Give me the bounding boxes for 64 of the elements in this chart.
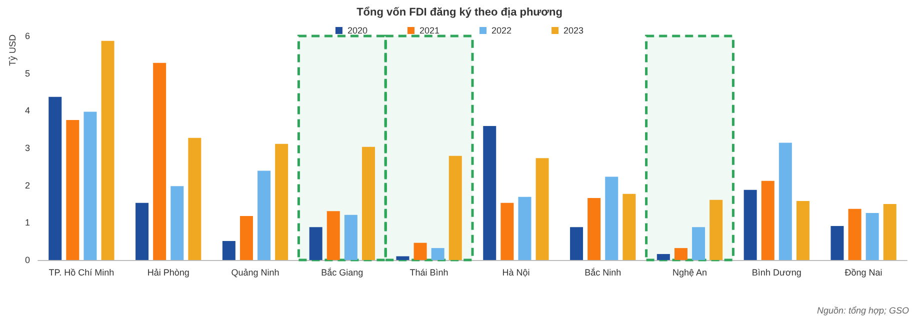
bar [153, 62, 166, 260]
x-tick-label: Bắc Ninh [584, 268, 622, 278]
bar [674, 248, 688, 260]
legend-label: 2020 [347, 26, 368, 36]
bar [431, 248, 444, 260]
x-tick-label: Hà Nội [502, 268, 530, 278]
bar [710, 200, 723, 260]
bar [605, 176, 618, 260]
legend-label: 2023 [564, 26, 584, 36]
y-tick-label: 6 [24, 31, 30, 41]
bar [188, 138, 202, 260]
bar [396, 256, 410, 260]
bar [866, 212, 879, 260]
bar [48, 96, 62, 260]
bar [344, 214, 358, 260]
bar [101, 40, 114, 260]
bar [518, 196, 532, 260]
bar [275, 144, 288, 260]
bar [536, 158, 549, 260]
bar [778, 142, 792, 260]
y-axis-title: Tỷ USD [8, 34, 18, 66]
bar [692, 227, 706, 260]
x-tick-label: Quảng Ninh [231, 268, 280, 278]
bar [66, 120, 80, 260]
bar [500, 202, 514, 260]
bar [309, 227, 322, 260]
y-tick-label: 0 [24, 255, 30, 265]
x-tick-label: Bình Dương [752, 268, 802, 278]
bar [883, 204, 896, 260]
bar [136, 202, 149, 260]
y-tick-label: 5 [24, 68, 30, 78]
legend-label: 2022 [492, 26, 512, 36]
bar [570, 227, 584, 260]
x-tick-label: Nghệ An [672, 268, 708, 278]
bar [362, 146, 375, 260]
chart-title: Tổng vốn FDI đăng ký theo địa phương [356, 6, 562, 18]
bar [170, 186, 184, 260]
bar [414, 242, 427, 260]
legend-label: 2021 [419, 26, 440, 36]
y-tick-label: 3 [24, 143, 30, 153]
x-tick-label: Hải Phòng [147, 268, 190, 278]
bar [761, 180, 774, 260]
bar [240, 216, 253, 260]
x-tick-label: TP. Hồ Chí Minh [48, 268, 114, 278]
x-tick-label: Bắc Giang [321, 268, 364, 278]
bar [830, 226, 844, 260]
bar [258, 170, 271, 260]
bar [796, 201, 810, 260]
x-tick-label: Thái Bình [410, 268, 448, 278]
bar [744, 190, 757, 260]
bar [84, 112, 97, 260]
bar [588, 198, 601, 260]
bar [622, 194, 636, 260]
bar [326, 211, 340, 260]
text: Nguồn: tổng hợp; GSO [817, 306, 910, 316]
bar [448, 156, 462, 260]
bar [656, 254, 670, 260]
bar [848, 208, 862, 260]
y-tick-label: 1 [24, 218, 30, 228]
bar [483, 126, 496, 260]
x-tick-label: Đồng Nai [844, 268, 882, 278]
y-tick-label: 4 [24, 106, 30, 116]
y-tick-label: 2 [24, 180, 30, 190]
bar [222, 240, 236, 260]
